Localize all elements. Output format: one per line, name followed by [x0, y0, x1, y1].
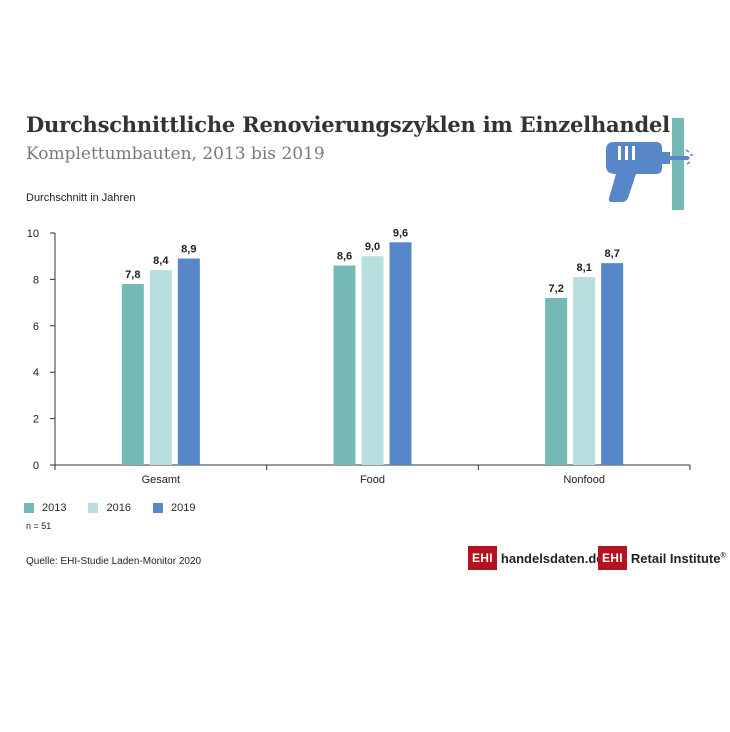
source-note: Quelle: EHI-Studie Laden-Monitor 2020	[26, 556, 202, 567]
legend-swatch-2019	[152, 503, 163, 513]
legend: 2013 2016 2019	[24, 502, 195, 514]
data-label: 7,2	[549, 283, 564, 295]
data-label: 9,6	[393, 227, 408, 239]
legend-swatch-2013	[24, 503, 34, 513]
legend-label-2013: 2013	[42, 502, 67, 514]
bar	[361, 256, 384, 465]
y-tick-label: 8	[33, 274, 39, 286]
handelsdaten-logo-text: handelsdaten.de	[500, 550, 604, 566]
data-label: 8,1	[577, 262, 592, 274]
legend-swatch-2016	[88, 503, 99, 513]
handelsdaten-logo-box: EHI	[468, 546, 497, 570]
drill-icon	[606, 118, 693, 210]
bar	[389, 242, 412, 465]
retail-institute-name: Retail Institute	[630, 550, 721, 566]
category-label: Food	[360, 474, 385, 486]
legend-label-2019: 2019	[170, 502, 196, 514]
bar	[121, 284, 144, 465]
bar-chart: 0 2 4 6 8 10 7,8 8,4 8,9 Gesamt 8,6 9,0 9,6 Food 7,2 8,…	[27, 227, 691, 486]
legend-item-2013: 2013	[24, 502, 66, 514]
y-tick-label: 6	[33, 321, 39, 333]
data-label: 7,8	[125, 269, 140, 281]
bar	[333, 265, 356, 465]
data-label: 9,0	[365, 241, 380, 253]
chart-title: Durchschnittliche Renovierungszyklen im …	[26, 112, 670, 137]
handelsdaten-logo[interactable]: EHI handelsdaten.de	[468, 546, 603, 570]
data-label: 8,9	[181, 244, 196, 256]
category-label: Gesamt	[142, 474, 181, 486]
bar	[601, 263, 624, 465]
legend-item-2016: 2016	[88, 502, 131, 514]
y-tick-label: 2	[33, 414, 39, 426]
y-tick-label: 4	[33, 367, 39, 379]
y-tick-label: 0	[33, 460, 39, 472]
bar	[573, 277, 596, 465]
chart-subtitle: Komplettumbauten, 2013 bis 2019	[26, 144, 325, 164]
sample-size-note: n = 51	[26, 521, 52, 531]
y-tick-label: 10	[27, 228, 39, 240]
data-label: 8,6	[337, 250, 352, 262]
retail-institute-logo[interactable]: EHI Retail Institute®	[598, 546, 726, 570]
legend-item-2019: 2019	[152, 502, 196, 514]
bar	[545, 297, 568, 465]
retail-institute-logo-text: Retail Institute®	[631, 551, 726, 566]
legend-label-2016: 2016	[106, 502, 131, 514]
data-label: 8,7	[605, 248, 620, 260]
y-axis-label: Durchschnitt in Jahren	[26, 192, 136, 204]
data-label: 8,4	[153, 255, 169, 267]
registered-mark: ®	[720, 552, 726, 560]
category-label: Nonfood	[563, 474, 605, 486]
bar	[177, 258, 200, 465]
bar	[149, 270, 172, 465]
retail-institute-logo-box: EHI	[598, 546, 627, 570]
